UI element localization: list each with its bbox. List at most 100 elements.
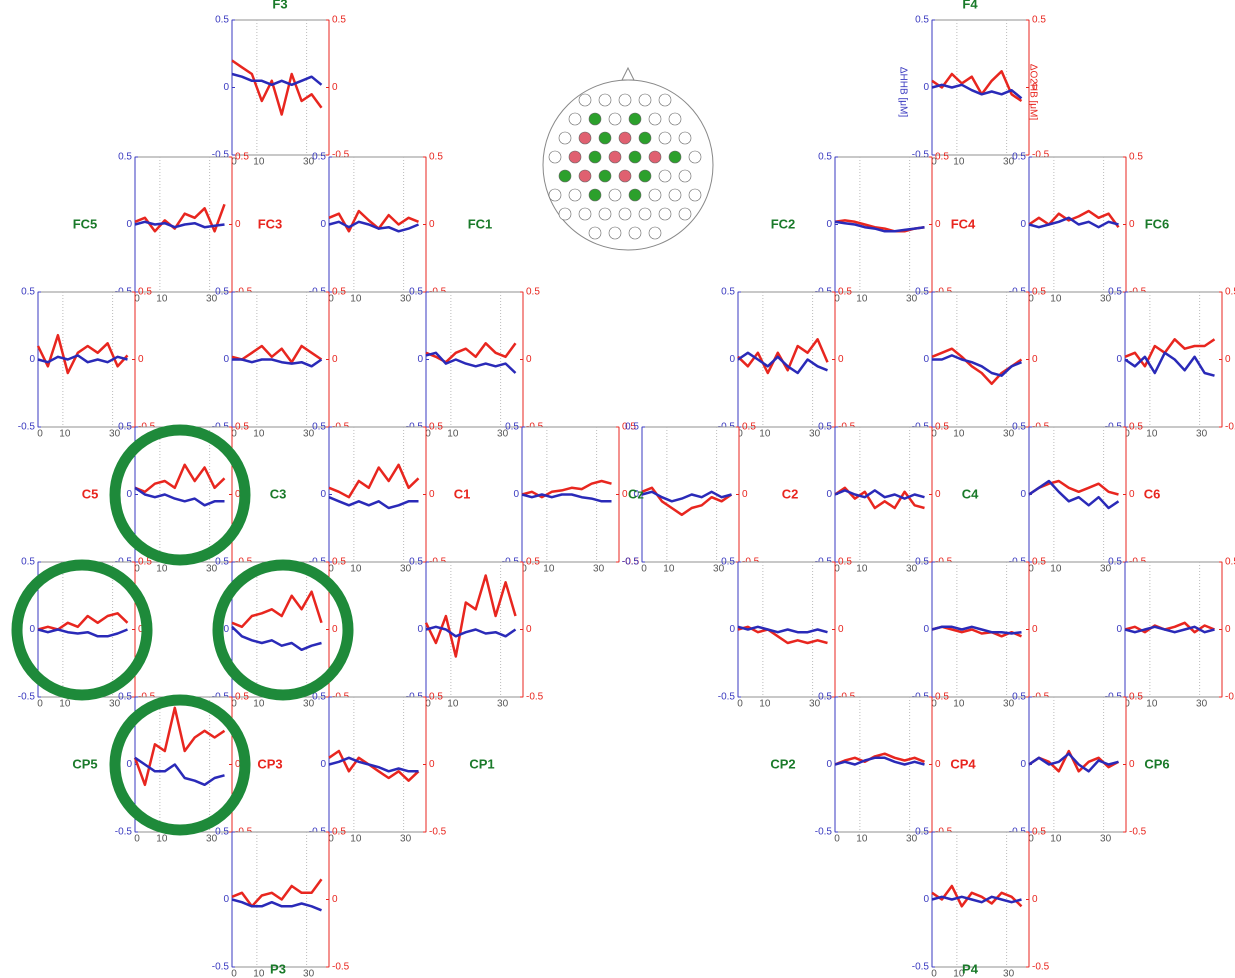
y-tick-label: 0.5: [21, 557, 35, 568]
y2-tick-label: -0.5: [1225, 692, 1235, 703]
y2-tick-label: 0: [838, 624, 844, 635]
electrode: [598, 207, 612, 221]
channel-label: FC2: [771, 216, 796, 231]
series-line: [328, 463, 420, 499]
x-tick-label: 10: [350, 564, 362, 575]
x-tick-label: 10: [759, 429, 771, 440]
series-line: [133, 706, 226, 787]
y-tick-label: -0.5: [912, 150, 930, 161]
series-line: [834, 756, 925, 766]
x-tick-label: 30: [1196, 429, 1208, 440]
x-tick-label: 0: [737, 429, 743, 440]
y-tick-label: 0: [223, 354, 229, 365]
series-line: [231, 59, 323, 116]
x-tick-label: 0: [231, 969, 237, 978]
x-tick-label: 10: [953, 429, 965, 440]
channel-label: FC4: [951, 216, 976, 231]
y-tick-label: 0.5: [215, 557, 229, 568]
y2-tick-label: 0: [138, 624, 144, 635]
electrode: [678, 131, 692, 145]
x-tick-label: 10: [350, 294, 362, 305]
y-tick-label: 0: [29, 354, 35, 365]
channel-label: CP6: [1144, 756, 1169, 771]
electrode: [658, 169, 672, 183]
y-tick-label: -0.5: [212, 962, 230, 973]
y-tick-label: 0: [417, 624, 423, 635]
electrode: [608, 188, 622, 202]
electrode: [568, 188, 582, 202]
y2-tick-label: -0.5: [526, 692, 544, 703]
y2-tick-label: 0: [1032, 82, 1038, 93]
x-tick-label: 10: [350, 834, 362, 845]
y2-tick-label: 0.5: [1032, 557, 1046, 568]
y2-tick-label: 0: [838, 354, 844, 365]
electrode: [558, 131, 572, 145]
series-line: [521, 479, 612, 499]
electrode: [678, 207, 692, 221]
y2-tick-label: 0.5: [1129, 152, 1143, 163]
y2-tick-label: 0.5: [235, 692, 249, 703]
electrode: [548, 150, 562, 164]
x-tick-label: 10: [953, 699, 965, 710]
x-tick-label: 0: [134, 834, 140, 845]
electrode: [618, 207, 632, 221]
electrode: [558, 169, 572, 183]
y-tick-label: 0.5: [1108, 287, 1122, 298]
electrode: [688, 188, 702, 202]
y-tick-label: 0.5: [312, 152, 326, 163]
x-tick-label: 10: [953, 969, 965, 978]
y-tick-label: 0.5: [721, 557, 735, 568]
y-tick-label: 0: [826, 489, 832, 500]
series-line: [1028, 479, 1120, 510]
series-line: [37, 612, 129, 631]
y-tick-label: 0.5: [312, 422, 326, 433]
series-line: [231, 344, 323, 364]
y-tick-label: 0.5: [118, 422, 132, 433]
x-tick-label: 30: [303, 157, 315, 168]
y2-tick-label: 0: [935, 219, 941, 230]
channel-label: C1: [454, 486, 471, 501]
y-tick-label: 0: [417, 354, 423, 365]
channel-label: F3: [272, 0, 287, 11]
y2-tick-label: 0.5: [935, 422, 949, 433]
series-line: [1124, 351, 1215, 377]
electrode: [598, 131, 612, 145]
electrode: [568, 150, 582, 164]
y2-axis-label: ΔO2HB [μM]: [1027, 64, 1038, 121]
channel-label: C5: [82, 486, 99, 501]
series-line: [931, 625, 1022, 635]
series-line: [134, 486, 225, 507]
electrode: [578, 169, 592, 183]
electrode: [648, 150, 662, 164]
channel-label: C4: [962, 486, 979, 501]
series-line: [931, 70, 1023, 103]
series-line: [641, 490, 732, 503]
y-tick-label: 0: [223, 894, 229, 905]
x-tick-label: 0: [134, 564, 140, 575]
series-line: [232, 358, 323, 368]
electrode: [678, 169, 692, 183]
y2-tick-label: 0: [1225, 354, 1231, 365]
y2-tick-label: 0.5: [742, 422, 756, 433]
x-tick-label: 30: [1003, 429, 1015, 440]
electrode: [628, 112, 642, 126]
y2-tick-label: 0.5: [1225, 557, 1235, 568]
x-tick-label: 0: [834, 834, 840, 845]
y-tick-label: -0.5: [622, 557, 640, 568]
y-tick-label: 0.5: [1108, 557, 1122, 568]
series-line: [231, 72, 323, 87]
series-line: [231, 878, 323, 908]
y2-tick-label: 0: [429, 219, 435, 230]
y-tick-label: 0.5: [915, 557, 929, 568]
series-line: [931, 83, 1023, 100]
x-tick-label: 10: [1050, 564, 1062, 575]
